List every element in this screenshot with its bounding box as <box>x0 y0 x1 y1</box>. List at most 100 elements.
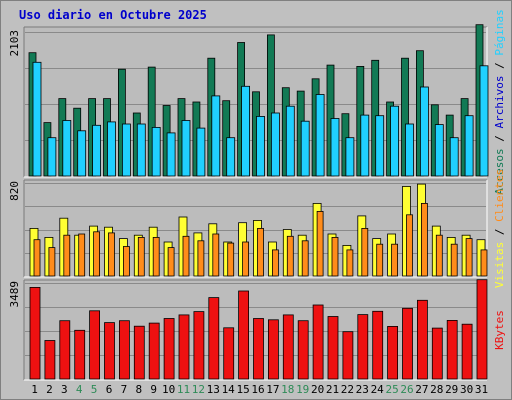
bar-archivos-day-29 <box>449 137 459 177</box>
bar-archivos-day-26 <box>405 123 414 177</box>
bar-archivos-day-16 <box>256 116 265 177</box>
bar-archivos-day-1 <box>32 61 42 177</box>
bar-kbytes-day-29 <box>446 319 458 380</box>
bar-archivos-day-5 <box>92 124 101 177</box>
bar-clientes-day-2 <box>48 247 56 277</box>
x-label-day-2: 2 <box>46 383 53 396</box>
bar-clientes-day-11 <box>182 235 190 277</box>
bar-clientes-day-28 <box>435 234 443 277</box>
bar-kbytes-day-1 <box>29 286 41 380</box>
bar-clientes-day-3 <box>63 234 71 277</box>
legend-bottom: KBytes <box>493 310 506 350</box>
bar-clientes-day-30 <box>465 238 473 277</box>
x-label-day-4: 4 <box>76 383 83 396</box>
x-label-day-23: 23 <box>356 383 369 396</box>
legend-top: Accesos / Archivos / Páginas <box>493 9 506 194</box>
bar-clientes-day-9 <box>152 236 160 277</box>
bar-clientes-day-5 <box>93 231 100 277</box>
x-label-day-9: 9 <box>150 383 157 396</box>
bar-accesos-day-26 <box>401 57 409 177</box>
bar-accesos-day-7 <box>118 68 126 177</box>
x-label-day-1: 1 <box>31 383 38 396</box>
x-label-day-21: 21 <box>326 383 339 396</box>
bar-kbytes-day-24 <box>372 310 384 380</box>
bar-clientes-day-16 <box>257 227 264 277</box>
bar-archivos-day-24 <box>375 115 385 177</box>
bar-archivos-day-23 <box>360 114 370 177</box>
bar-clientes-day-14 <box>227 242 235 277</box>
x-label-day-20: 20 <box>311 383 324 396</box>
bar-clientes-day-12 <box>197 240 205 277</box>
y-max-label: 820 <box>8 181 21 201</box>
bar-kbytes-day-13 <box>208 297 220 380</box>
bar-archivos-day-7 <box>122 123 131 177</box>
legend-entry: Visitas <box>493 242 506 288</box>
bar-clientes-day-18 <box>286 235 294 277</box>
panel-bottom: 3489 KBytes <box>8 279 506 381</box>
legend-entry: / <box>493 128 506 148</box>
bar-kbytes-day-7 <box>119 320 130 380</box>
bar-clientes-day-22 <box>346 249 354 277</box>
bar-clientes-day-6 <box>108 232 115 277</box>
bar-archivos-day-18 <box>285 105 295 177</box>
bar-archivos-day-6 <box>107 121 116 177</box>
bar-archivos-day-11 <box>181 120 191 177</box>
bar-kbytes-day-2 <box>44 340 56 380</box>
x-label-day-15: 15 <box>236 383 249 396</box>
bar-clientes-day-8 <box>137 236 145 277</box>
legend-middle: Visitas / Clientes <box>493 169 506 288</box>
bar-archivos-day-10 <box>166 132 176 177</box>
bar-kbytes-day-9 <box>148 322 160 380</box>
x-label-day-12: 12 <box>192 383 205 396</box>
bar-archivos-day-2 <box>47 137 57 177</box>
x-label-day-26: 26 <box>400 383 413 396</box>
bar-archivos-day-4 <box>77 130 87 177</box>
bar-clientes-day-7 <box>123 246 130 277</box>
bar-clientes-day-24 <box>376 243 384 277</box>
bar-accesos-day-17 <box>266 34 275 177</box>
bar-clientes-day-25 <box>391 243 399 277</box>
panel-middle: 820 Visitas / Clientes <box>8 169 506 288</box>
bar-kbytes-day-18 <box>282 314 294 380</box>
legend-entry: Accesos <box>493 148 506 194</box>
bar-kbytes-day-15 <box>238 290 250 380</box>
x-label-day-30: 30 <box>460 383 473 396</box>
bar-kbytes-day-30 <box>461 323 473 380</box>
bar-archivos-day-13 <box>211 95 221 177</box>
bar-kbytes-day-31 <box>476 279 488 380</box>
x-label-day-18: 18 <box>281 383 294 396</box>
bar-clientes-day-17 <box>271 249 279 277</box>
x-label-day-31: 31 <box>475 383 488 396</box>
bar-kbytes-day-12 <box>193 311 205 380</box>
bar-kbytes-day-14 <box>223 327 235 380</box>
bar-clientes-day-4 <box>78 233 86 277</box>
bar-kbytes-day-27 <box>416 299 428 380</box>
x-label-day-22: 22 <box>341 383 354 396</box>
panel-top: 2103 Accesos / Archivos / Páginas <box>8 9 506 194</box>
legend-entry: / <box>493 56 506 76</box>
x-label-day-27: 27 <box>415 383 428 396</box>
bar-kbytes-day-23 <box>357 314 369 380</box>
bar-clientes-day-29 <box>450 243 458 277</box>
x-label-day-3: 3 <box>61 383 68 396</box>
bar-kbytes-day-11 <box>178 314 190 380</box>
x-label-day-25: 25 <box>385 383 398 396</box>
bar-archivos-day-14 <box>226 137 236 177</box>
x-axis-labels: 1 2 3 4 5 6 7 8 9 10 11 12 13 14 15 16 17 18 19 20 21 22 23 24 2… <box>31 383 488 396</box>
bar-clientes-day-1 <box>33 239 41 277</box>
legend-entry: KBytes <box>493 310 506 350</box>
x-label-day-24: 24 <box>371 383 385 396</box>
x-label-day-16: 16 <box>251 383 264 396</box>
bar-archivos-day-20 <box>315 94 325 177</box>
x-label-day-19: 19 <box>296 383 309 396</box>
x-label-day-7: 7 <box>121 383 128 396</box>
bar-clientes-day-21 <box>331 236 339 277</box>
bar-kbytes-day-17 <box>267 319 279 380</box>
x-label-day-14: 14 <box>222 383 236 396</box>
x-label-day-17: 17 <box>266 383 279 396</box>
bar-kbytes-day-3 <box>59 320 71 380</box>
y-max-label: 3489 <box>8 281 21 308</box>
bar-archivos-day-9 <box>151 127 161 177</box>
legend-entry: Archivos <box>493 76 506 129</box>
legend-entry: / <box>493 222 506 242</box>
